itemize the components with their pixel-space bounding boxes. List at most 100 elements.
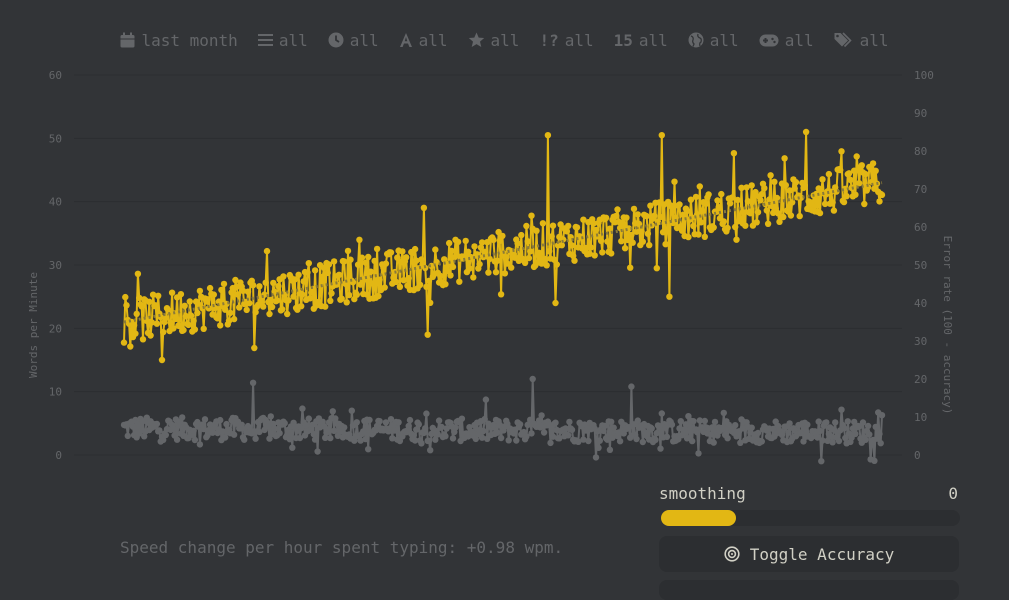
data-point bbox=[256, 428, 263, 436]
data-point bbox=[168, 289, 176, 296]
data-point bbox=[648, 425, 655, 432]
data-point bbox=[427, 299, 434, 306]
data-point bbox=[816, 209, 824, 217]
data-point bbox=[335, 271, 343, 278]
data-point bbox=[748, 182, 755, 189]
data-point bbox=[490, 236, 497, 244]
data-point bbox=[217, 322, 224, 329]
filter-tags[interactable]: all bbox=[834, 31, 889, 50]
data-point bbox=[442, 281, 449, 288]
data-point bbox=[573, 224, 581, 231]
data-point bbox=[167, 319, 174, 327]
data-point bbox=[305, 415, 312, 422]
data-point bbox=[152, 302, 159, 309]
y-tick-left: 60 bbox=[49, 69, 62, 82]
data-point bbox=[690, 418, 697, 425]
filter-time[interactable]: all bbox=[328, 31, 379, 50]
data-point bbox=[196, 441, 204, 448]
data-point bbox=[480, 427, 487, 435]
globe-icon bbox=[688, 32, 704, 48]
data-point bbox=[234, 291, 242, 298]
y-tick-left: 0 bbox=[55, 449, 62, 462]
data-point bbox=[709, 424, 716, 431]
toggle-accuracy-button[interactable]: Toggle Accuracy bbox=[659, 536, 959, 572]
data-point bbox=[513, 437, 520, 444]
data-point bbox=[427, 447, 434, 454]
filter-date-label: last month bbox=[141, 30, 238, 50]
data-point bbox=[395, 419, 402, 426]
filter-date[interactable]: last month bbox=[120, 30, 238, 50]
y-tick-right: 40 bbox=[914, 297, 927, 310]
data-point bbox=[411, 437, 419, 444]
data-point bbox=[494, 257, 501, 264]
data-point bbox=[387, 416, 395, 423]
data-point bbox=[537, 254, 544, 262]
data-point bbox=[348, 407, 355, 414]
data-point bbox=[787, 212, 795, 219]
filter-punctuation[interactable]: !? all bbox=[539, 31, 593, 50]
data-point bbox=[558, 242, 565, 249]
data-point bbox=[549, 433, 557, 440]
data-point bbox=[275, 283, 282, 290]
data-point bbox=[556, 435, 563, 442]
data-point bbox=[766, 196, 773, 203]
data-point bbox=[347, 256, 354, 263]
data-point bbox=[420, 204, 428, 211]
data-point bbox=[262, 279, 269, 286]
data-point bbox=[856, 180, 863, 187]
smoothing-slider[interactable] bbox=[661, 510, 960, 526]
filter-mode[interactable]: all bbox=[257, 30, 308, 50]
data-point bbox=[835, 437, 843, 445]
font-icon bbox=[399, 33, 412, 47]
filter-funbox[interactable]: all bbox=[688, 31, 739, 50]
data-point bbox=[544, 132, 552, 139]
data-point bbox=[592, 454, 600, 461]
data-point bbox=[405, 275, 412, 282]
data-point bbox=[657, 213, 664, 221]
data-point bbox=[571, 257, 578, 264]
filter-numbers[interactable]: 15 all bbox=[614, 31, 668, 50]
data-point bbox=[341, 424, 348, 431]
data-point bbox=[329, 408, 336, 415]
data-point bbox=[656, 199, 663, 206]
data-point bbox=[276, 430, 283, 437]
data-point bbox=[653, 429, 660, 437]
data-point bbox=[635, 220, 643, 228]
data-point bbox=[858, 162, 865, 169]
data-point bbox=[524, 238, 531, 245]
filter-mode-label: all bbox=[278, 30, 308, 50]
filter-game[interactable]: all bbox=[759, 31, 814, 50]
punctuation-icon: !? bbox=[539, 30, 559, 50]
data-point bbox=[780, 213, 787, 221]
filter-language[interactable]: all bbox=[399, 31, 448, 50]
data-point bbox=[357, 281, 364, 288]
tags-icon bbox=[834, 32, 852, 48]
data-point bbox=[538, 412, 545, 419]
data-point bbox=[823, 419, 830, 426]
smoothing-label: smoothing bbox=[659, 484, 746, 503]
filter-favorites[interactable]: all bbox=[468, 31, 519, 50]
data-point bbox=[504, 260, 511, 267]
y-axis-label-left: Words per Minute bbox=[27, 272, 40, 378]
toggle-accuracy-label: Toggle Accuracy bbox=[749, 544, 895, 564]
data-point bbox=[285, 297, 292, 304]
data-point bbox=[478, 239, 486, 246]
data-point bbox=[333, 281, 340, 288]
data-point bbox=[802, 128, 810, 136]
data-point bbox=[548, 425, 555, 432]
data-point bbox=[876, 430, 883, 438]
data-point bbox=[209, 429, 216, 436]
next-button[interactable] bbox=[659, 580, 959, 600]
data-point bbox=[786, 420, 793, 427]
data-point bbox=[160, 328, 167, 336]
smoothing-slider-fill[interactable] bbox=[661, 510, 736, 526]
data-point bbox=[153, 420, 161, 428]
data-point bbox=[566, 418, 573, 426]
data-point bbox=[485, 269, 492, 276]
data-point bbox=[185, 321, 192, 329]
y-tick-right: 80 bbox=[914, 145, 927, 158]
data-point bbox=[658, 410, 665, 417]
data-point bbox=[646, 241, 653, 249]
data-point bbox=[122, 293, 129, 301]
data-point bbox=[266, 310, 273, 318]
